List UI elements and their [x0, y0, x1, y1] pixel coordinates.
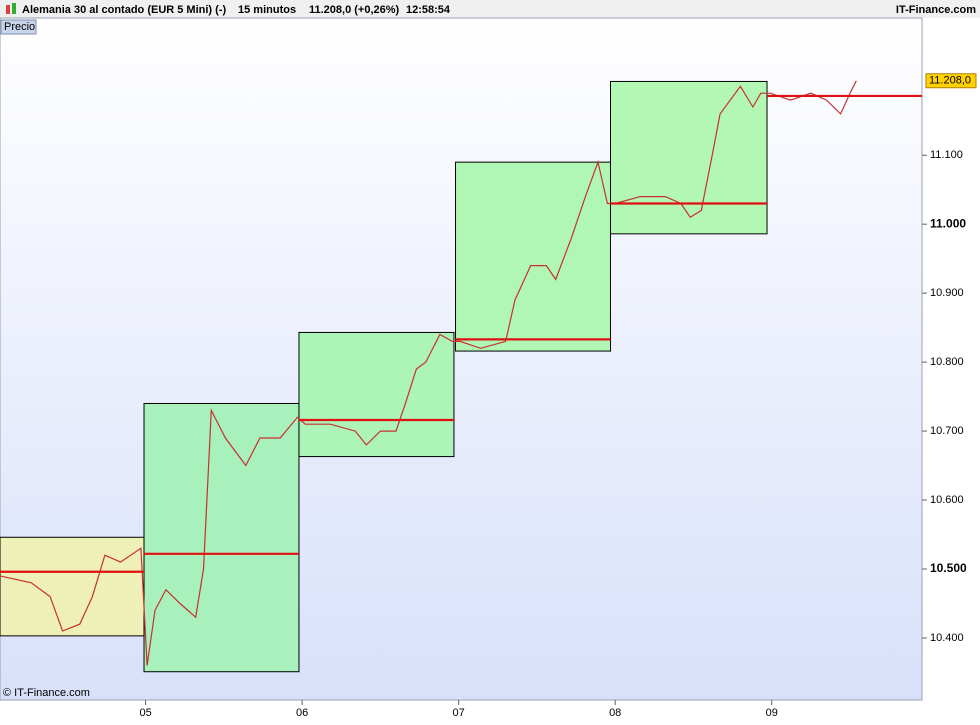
- y-tick-label: 10.900: [930, 287, 964, 299]
- brand: IT-Finance.com: [896, 4, 976, 16]
- x-tick-label: 08: [609, 707, 621, 719]
- y-tick-label: 10.500: [930, 561, 967, 575]
- last-price-tag: [925, 73, 977, 89]
- instrument: Alemania 30 al contado (EUR 5 Mini) (-): [22, 4, 226, 16]
- y-tick-label: 11.000: [930, 216, 966, 230]
- y-tick-label: 10.600: [930, 494, 964, 506]
- icon: [12, 3, 16, 14]
- range-box: [0, 536, 145, 637]
- y-tick-label: 10.400: [930, 632, 964, 644]
- x-tick-label: 06: [296, 707, 308, 719]
- x-tick-label: 07: [453, 707, 465, 719]
- panel-label: Precio: [4, 21, 35, 33]
- icon: [6, 5, 10, 14]
- range-box: [298, 331, 455, 458]
- last-price-label: 11.208,0: [929, 75, 971, 87]
- y-tick-label: 10.800: [930, 356, 964, 368]
- y-tick-label: 10.700: [930, 425, 964, 437]
- price-line: [0, 80, 857, 666]
- x-tick-label: 09: [766, 707, 778, 719]
- interval: 15 minutos: [238, 4, 296, 16]
- quote: 11.208,0 (+0,26%): [309, 4, 400, 16]
- time: 12:58:54: [406, 4, 451, 16]
- watermark: © IT-Finance.com: [3, 687, 90, 699]
- range-box: [609, 80, 768, 235]
- range-box: [455, 161, 611, 352]
- x-tick-label: 05: [139, 707, 151, 719]
- range-box: [143, 402, 300, 673]
- header-bar: [0, 0, 980, 18]
- y-tick-label: 11.100: [930, 149, 963, 161]
- panel-label-box: [0, 19, 37, 35]
